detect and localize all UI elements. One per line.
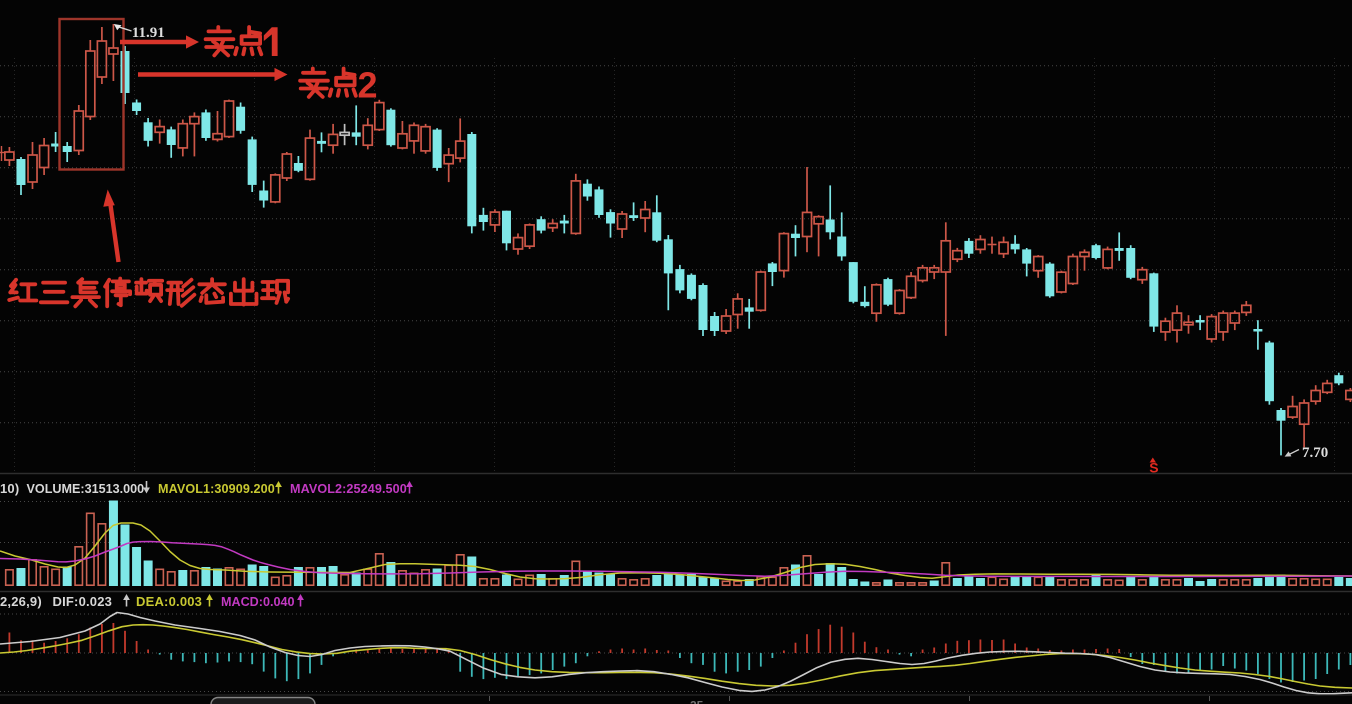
svg-text:DIF:0.023: DIF:0.023 xyxy=(53,594,113,609)
svg-text:2: 2 xyxy=(358,65,378,106)
svg-text:MAVOL2:25249.500: MAVOL2:25249.500 xyxy=(290,482,407,496)
svg-text:2,26,9): 2,26,9) xyxy=(0,594,42,609)
svg-text:10): 10) xyxy=(0,481,19,496)
svg-text:VOLUME:31513.000: VOLUME:31513.000 xyxy=(27,482,145,496)
svg-text:MACD:0.040: MACD:0.040 xyxy=(221,595,294,609)
svg-text:25: 25 xyxy=(690,699,704,704)
svg-text:S: S xyxy=(1149,459,1158,475)
svg-text:DEA:0.003: DEA:0.003 xyxy=(136,594,202,609)
svg-text:MAVOL1:30909.200: MAVOL1:30909.200 xyxy=(158,482,275,496)
svg-text:7.70: 7.70 xyxy=(1302,445,1328,461)
svg-text:11.91: 11.91 xyxy=(132,25,165,41)
